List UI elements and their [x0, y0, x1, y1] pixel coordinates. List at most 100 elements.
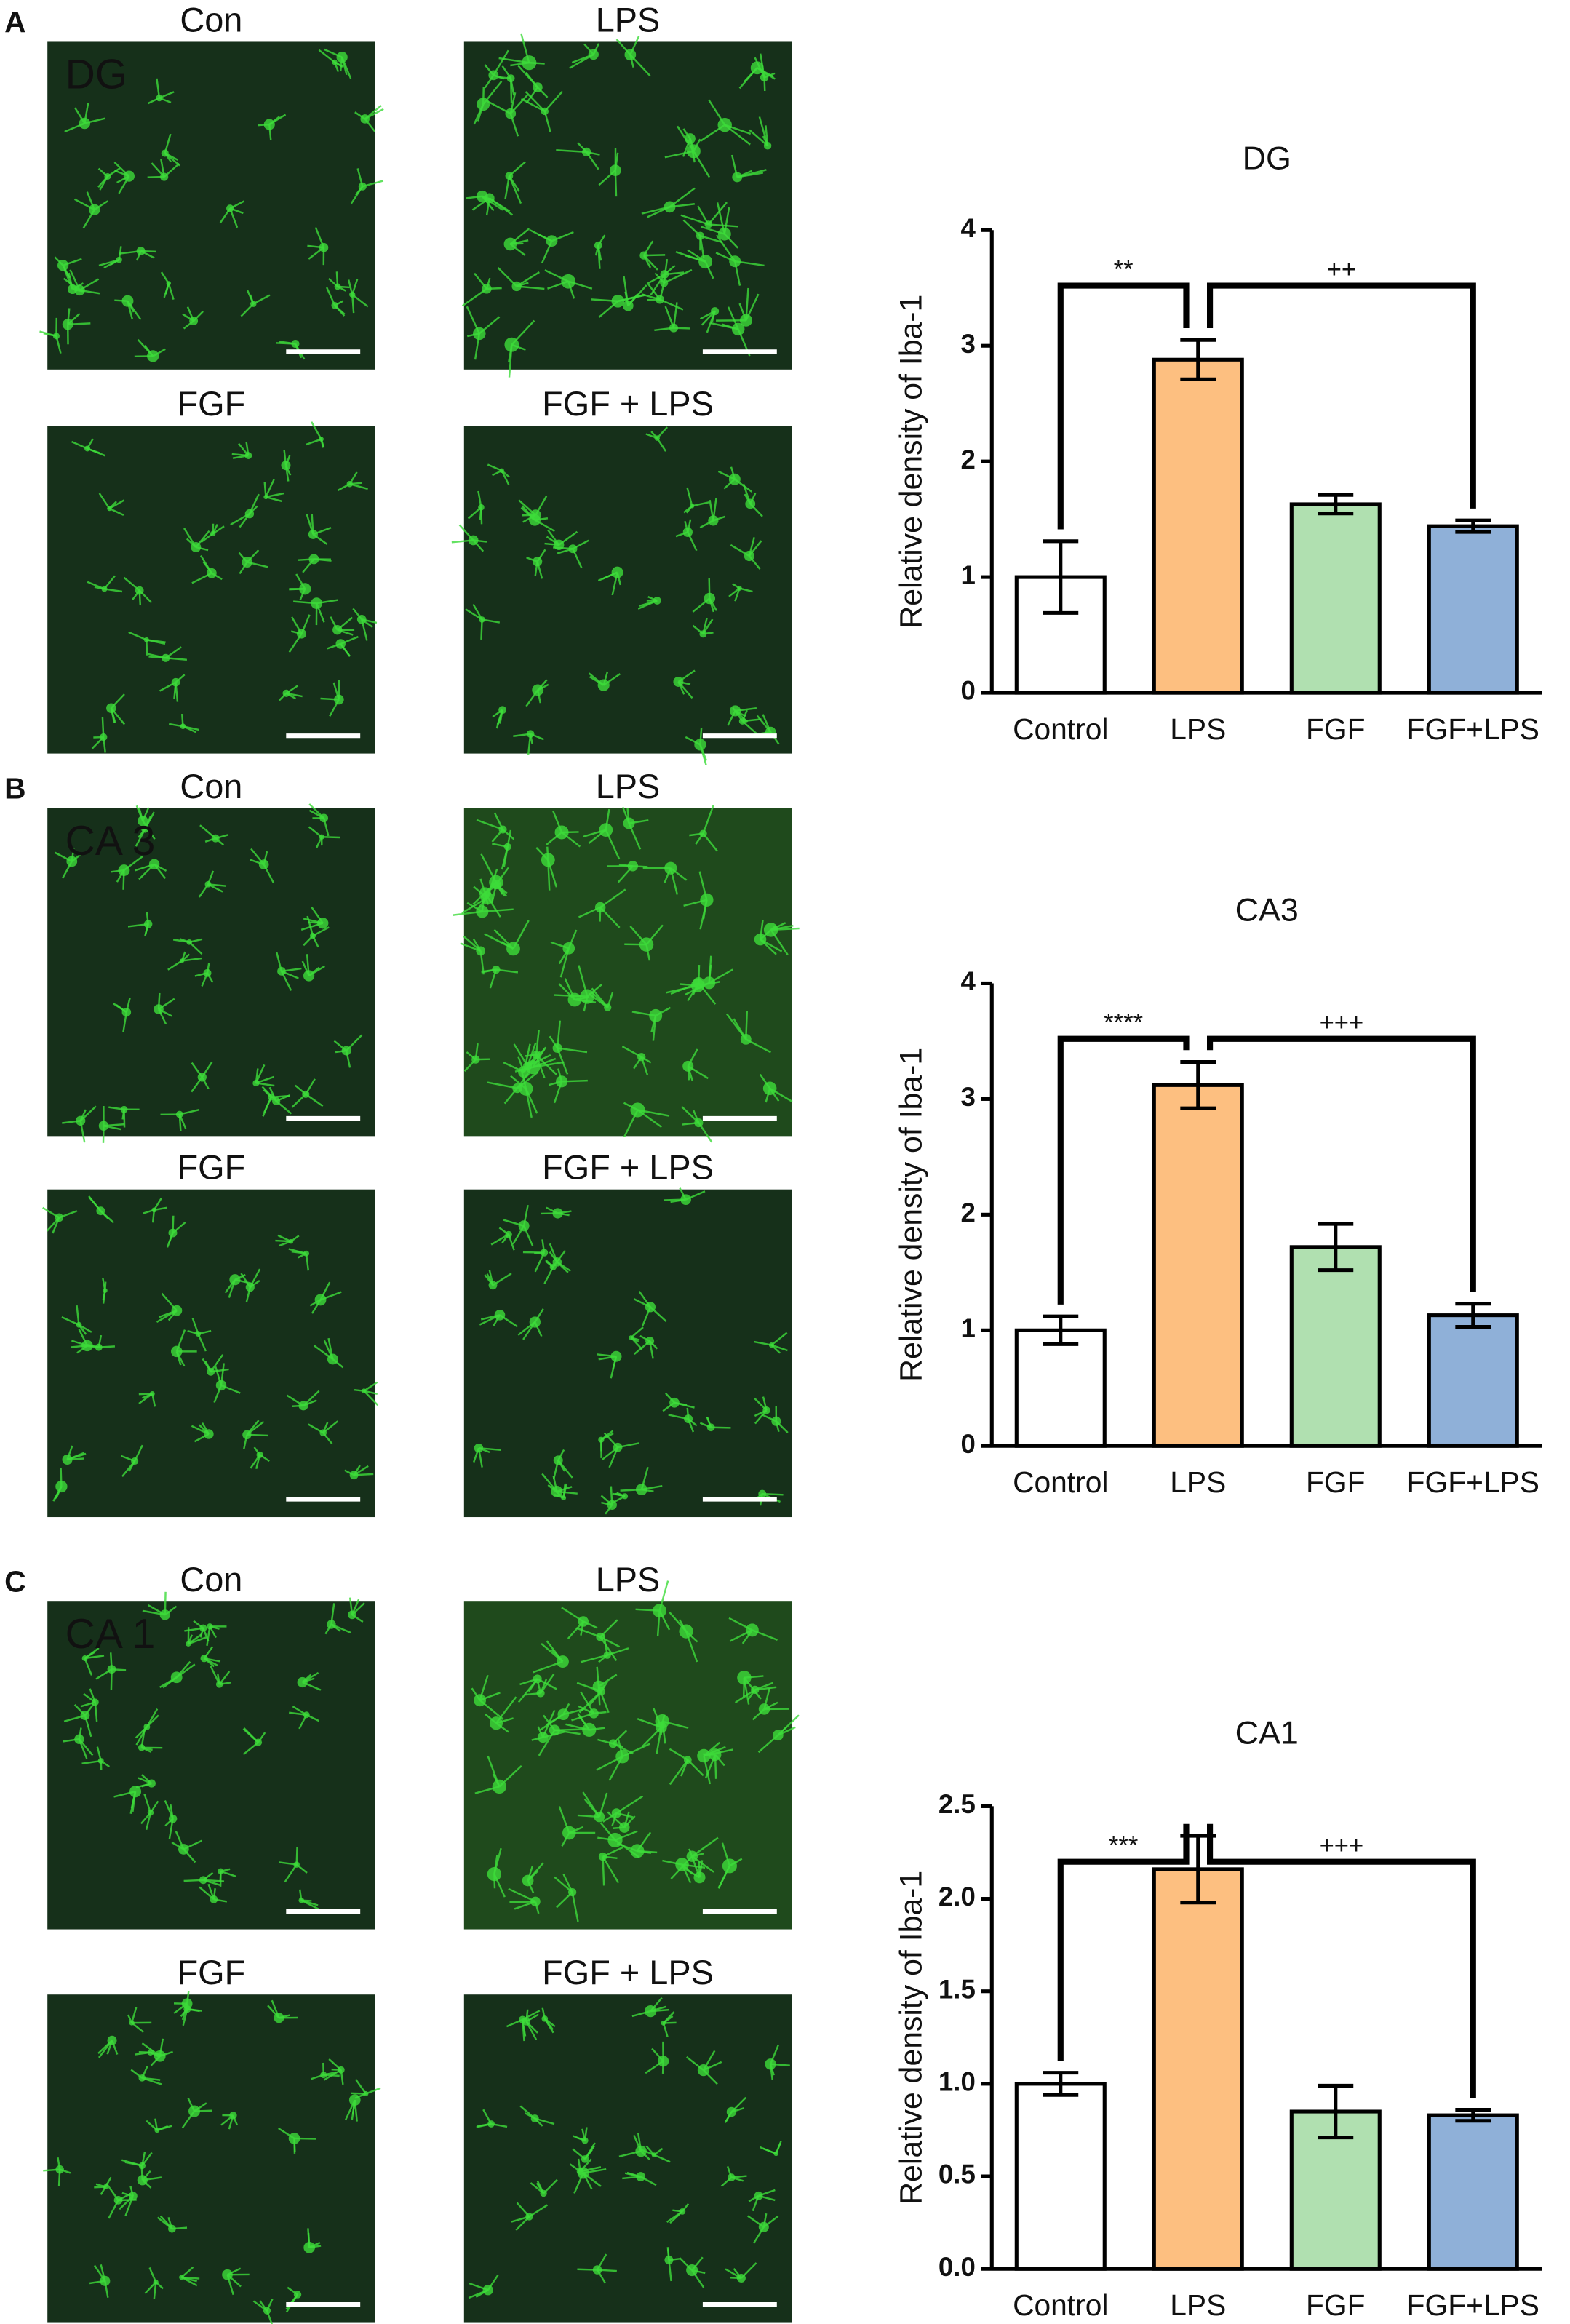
microglia-process [534, 1251, 545, 1254]
microglia-process [641, 1306, 652, 1327]
micrograph [463, 1580, 800, 1930]
microglia-process [333, 1040, 347, 1051]
microglia-process [144, 816, 152, 829]
microglia-process [685, 1631, 698, 1663]
microglia-process [493, 1874, 506, 1898]
microglia-process [602, 1855, 618, 1859]
microglia-process [206, 1626, 211, 1646]
microglia-process [509, 94, 529, 114]
microglia-process [545, 1260, 554, 1268]
x-tick-label: LPS [1170, 1465, 1226, 1499]
microglia-process [525, 2009, 529, 2022]
microglia-process [668, 1414, 689, 1420]
microglia-process [164, 646, 182, 659]
microglia-process [156, 78, 161, 98]
microglia-process [702, 2050, 716, 2071]
microglia-process [180, 951, 186, 961]
microglia-process [709, 968, 733, 984]
microglia-process [699, 310, 716, 320]
microglia-process [482, 908, 514, 913]
microglia-process [250, 848, 265, 865]
microglia-process [770, 929, 789, 955]
microglia-process [702, 805, 714, 835]
microglia-process [103, 575, 116, 590]
microglia-process [474, 333, 480, 360]
microglia-process [558, 1806, 570, 1834]
microglia-process [512, 1225, 525, 1245]
microglia-process [592, 43, 600, 55]
microglia-process [84, 1655, 105, 1660]
microglia-process [582, 2172, 593, 2190]
microglia-process [142, 2176, 162, 2181]
microglia-process [100, 1210, 109, 1220]
bar [1152, 357, 1244, 695]
microglia-process [654, 272, 665, 284]
microglia-process [633, 1056, 642, 1070]
microglia-process [142, 807, 150, 821]
microglia-process [687, 531, 698, 552]
microglia-process [210, 1665, 220, 1685]
microglia-process [479, 950, 485, 975]
microglia-process [63, 1738, 80, 1743]
microglia-process [734, 260, 741, 286]
microglia-process [194, 2109, 212, 2112]
microglia-process [186, 306, 195, 322]
microglia-process [334, 304, 346, 317]
microglia-process [665, 1393, 675, 1404]
microglia-process [151, 1209, 156, 1223]
image-label: LPS [596, 1561, 661, 1599]
microglia-process [309, 1299, 322, 1307]
microglia-process [770, 922, 786, 931]
microglia-process [110, 707, 116, 723]
microglia-process [279, 1240, 292, 1247]
microglia-process [322, 1422, 329, 1433]
microglia-process [533, 1061, 565, 1068]
region-label: CA 3 [65, 818, 156, 864]
microglia-process [754, 1409, 768, 1425]
microglia-process [100, 1761, 103, 1770]
microglia-process [201, 1076, 210, 1090]
microglia-process [351, 2099, 356, 2120]
microglia-process [720, 2176, 733, 2187]
microglia-process [546, 536, 559, 546]
microglia-process [146, 1708, 159, 1727]
microglia-process [119, 2195, 134, 2210]
microglia-process [204, 1658, 218, 1667]
microglia-process [252, 294, 271, 305]
microglia-process [163, 162, 180, 178]
microglia-process [279, 692, 287, 701]
microglia-process [747, 2215, 765, 2228]
microglia-process [699, 124, 725, 143]
microglia-process [332, 682, 340, 700]
panel-letter: A [4, 5, 25, 39]
microglia-process [482, 87, 485, 105]
microglia-process [730, 544, 750, 557]
microglia-process [682, 128, 691, 140]
microglia-process [598, 170, 616, 186]
microglia-process [138, 828, 146, 838]
microglia-process [62, 265, 70, 278]
microglia-process [116, 869, 125, 883]
microglia-process [229, 207, 244, 215]
microglia-process [486, 1273, 494, 1286]
x-tick-label: FGF+LPS [1407, 2288, 1539, 2322]
microglia-process [284, 1863, 298, 1883]
microglia-process [537, 1726, 544, 1738]
microglia-process [637, 1718, 662, 1729]
microglia-process [281, 970, 299, 979]
microglia-process [662, 2023, 669, 2037]
microglia-process [589, 676, 605, 686]
microglia-process [228, 2114, 234, 2130]
microglia-process [685, 1190, 706, 1201]
image-label: FGF + LPS [542, 1954, 714, 1991]
microglia-process [577, 2158, 581, 2172]
microglia-process [640, 2150, 650, 2161]
microglia-process [312, 533, 328, 545]
microglia-process [113, 1791, 136, 1798]
microglia-process [477, 2122, 492, 2128]
microglia-process [458, 524, 474, 541]
microglia-process [480, 1314, 501, 1321]
microglia-process [655, 1006, 672, 1016]
microglia-process [741, 720, 759, 736]
microglia-process [602, 1855, 620, 1884]
